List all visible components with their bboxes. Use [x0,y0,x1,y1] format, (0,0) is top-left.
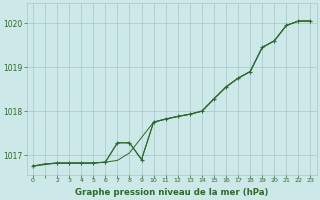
X-axis label: Graphe pression niveau de la mer (hPa): Graphe pression niveau de la mer (hPa) [75,188,268,197]
